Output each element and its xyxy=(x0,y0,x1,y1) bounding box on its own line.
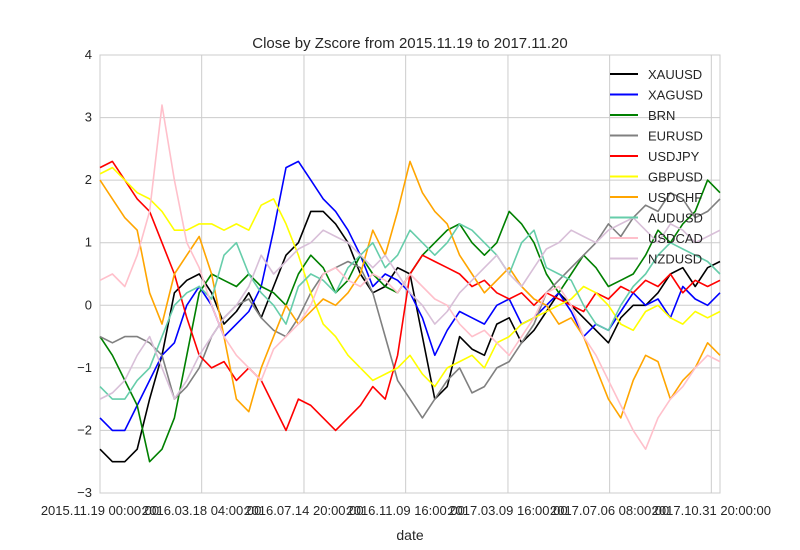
series-layer xyxy=(99,104,721,463)
series-line-audusd xyxy=(99,223,721,400)
series-line-gbpusd xyxy=(99,166,721,388)
legend-label: XAUUSD xyxy=(648,67,702,82)
x-tick-label: 2017.03.09 16:00:00 xyxy=(448,503,567,518)
legend-label: GBPUSD xyxy=(648,170,703,185)
y-tick-label: 0 xyxy=(85,297,92,312)
y-tick-label: 2 xyxy=(85,172,92,187)
legend-label: EURUSD xyxy=(648,129,703,144)
y-tick-label: 3 xyxy=(85,110,92,125)
x-tick-label: 2016.11.09 16:00:00 xyxy=(346,503,464,518)
legend-label: XAGUSD xyxy=(648,88,703,103)
x-axis-label: date xyxy=(396,527,423,543)
x-tick-label: 2017.10.31 20:00:00 xyxy=(652,503,771,518)
y-tick-label: −2 xyxy=(77,422,92,437)
y-tick-label: −3 xyxy=(77,485,92,500)
series-line-usdchf xyxy=(99,160,721,419)
legend-label: USDCHF xyxy=(648,190,702,205)
legend-label: AUDUSD xyxy=(648,211,703,226)
chart-title: Close by Zscore from 2015.11.19 to 2017.… xyxy=(252,35,567,52)
legend-label: USDJPY xyxy=(648,149,700,164)
series-line-usdcad xyxy=(99,104,721,450)
x-tick-label: 2016.03.18 04:00:00 xyxy=(142,503,261,518)
x-tick-label: 2016.07.14 20:00:00 xyxy=(244,503,363,518)
series-line-eurusd xyxy=(99,191,721,419)
legend-label: BRN xyxy=(648,108,675,123)
series-line-nzdusd xyxy=(99,216,721,400)
y-tick-label: −1 xyxy=(77,360,92,375)
y-tick-labels: −3 −2 −1 0 1 2 3 4 xyxy=(77,47,92,500)
x-tick-label: 2017.07.06 08:00:00 xyxy=(550,503,669,518)
legend: XAUUSD XAGUSD BRN EURUSD USDJPY GBPUSD USDCHF A… xyxy=(610,67,703,267)
x-tick-label: 2015.11.19 00:00:00 xyxy=(41,503,159,518)
legend-label: USDCAD xyxy=(648,231,703,246)
y-tick-label: 4 xyxy=(85,47,92,62)
legend-label: NZDUSD xyxy=(648,252,702,267)
y-tick-label: 1 xyxy=(85,235,92,250)
